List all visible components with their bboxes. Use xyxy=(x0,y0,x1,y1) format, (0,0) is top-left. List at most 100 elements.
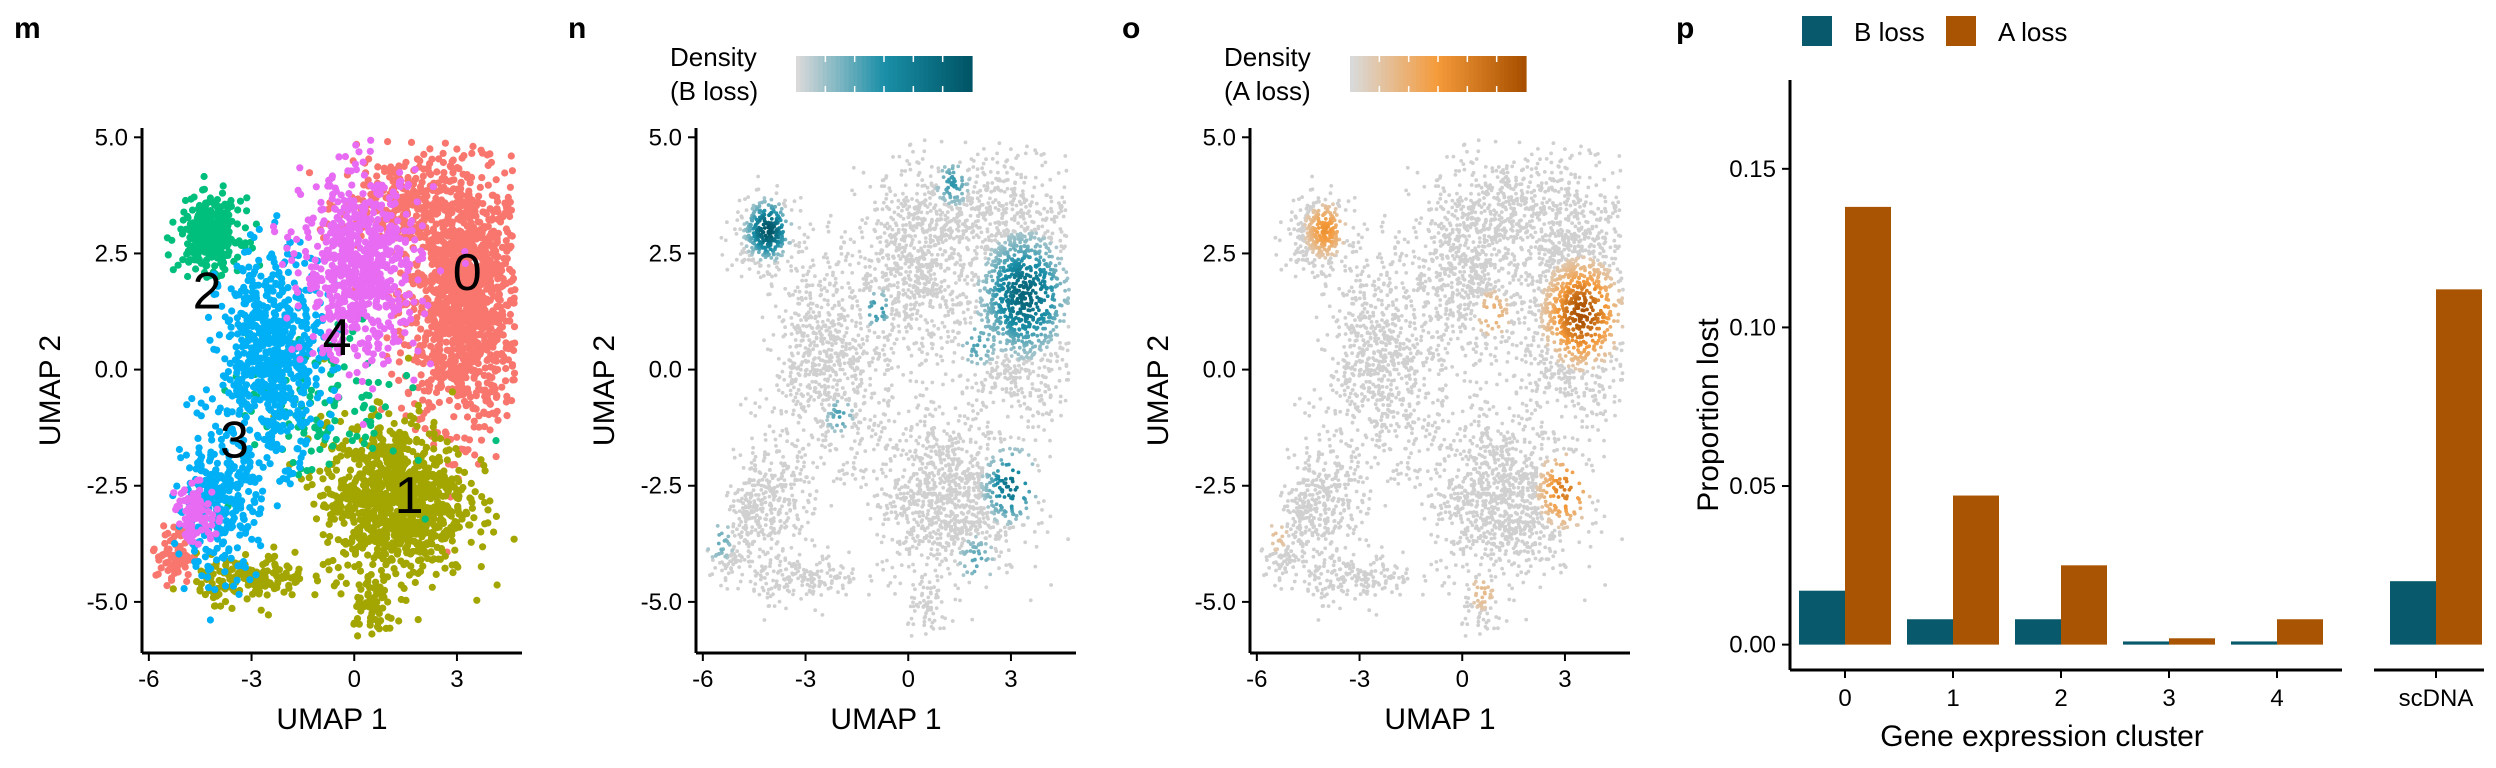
umap-point xyxy=(238,376,245,383)
umap-point xyxy=(418,526,425,533)
umap-point xyxy=(478,174,485,181)
umap-point xyxy=(493,392,500,399)
umap-point xyxy=(263,350,270,357)
umap-point xyxy=(421,274,428,281)
umap-point xyxy=(401,227,408,234)
umap-point xyxy=(480,332,487,339)
umap-point xyxy=(155,571,162,578)
umap-point xyxy=(228,236,235,243)
umap-point xyxy=(181,585,188,592)
umap-point xyxy=(251,398,258,405)
umap-point xyxy=(343,580,350,587)
umap-point xyxy=(206,337,213,344)
umap-point xyxy=(433,305,440,312)
umap-point xyxy=(352,142,359,149)
umap-point xyxy=(309,276,316,283)
umap-point xyxy=(255,590,262,597)
umap-point xyxy=(196,487,203,494)
umap-point xyxy=(511,286,518,293)
umap-point xyxy=(361,221,368,228)
umap-point xyxy=(402,200,409,207)
panel-m-title: m xyxy=(14,12,41,45)
umap-point xyxy=(323,434,330,441)
umap-point xyxy=(396,301,403,308)
umap-point xyxy=(304,228,311,235)
umap-point xyxy=(435,489,442,496)
umap-point xyxy=(321,258,328,265)
umap-point xyxy=(381,516,388,523)
umap-point xyxy=(426,382,433,389)
umap-point xyxy=(326,461,333,468)
umap-point xyxy=(493,176,500,183)
umap-point xyxy=(468,480,475,487)
umap-point xyxy=(245,488,252,495)
umap-point xyxy=(464,353,471,360)
umap-point xyxy=(398,405,405,412)
umap-point xyxy=(210,220,217,227)
umap-point xyxy=(348,182,355,189)
umap-point xyxy=(388,371,395,378)
umap-point xyxy=(238,288,245,295)
umap-point xyxy=(446,219,453,226)
umap-point xyxy=(500,275,507,282)
umap-point xyxy=(259,488,266,495)
umap-point xyxy=(429,584,436,591)
umap-point xyxy=(306,169,313,176)
umap-point xyxy=(202,403,209,410)
umap-point xyxy=(419,298,426,305)
umap-point xyxy=(216,496,223,503)
umap-point xyxy=(288,257,295,264)
umap-point xyxy=(309,350,316,357)
umap-point xyxy=(430,423,437,430)
umap-point xyxy=(487,283,494,290)
umap-point xyxy=(444,438,451,445)
umap-point xyxy=(188,395,195,402)
umap-point xyxy=(318,228,325,235)
umap-point xyxy=(394,338,401,345)
umap-point xyxy=(502,339,509,346)
umap-point xyxy=(435,384,442,391)
umap-point xyxy=(362,434,369,441)
umap-point xyxy=(381,325,388,332)
umap-point xyxy=(237,481,244,488)
umap-point xyxy=(483,343,490,350)
umap-point xyxy=(387,428,394,435)
umap-point xyxy=(334,198,341,205)
umap-point xyxy=(323,239,330,246)
umap-point xyxy=(304,368,311,375)
umap-point xyxy=(414,198,421,205)
umap-point xyxy=(310,284,317,291)
umap-point xyxy=(498,384,505,391)
umap-point xyxy=(193,234,200,241)
umap-point xyxy=(297,356,304,363)
umap-point xyxy=(271,228,278,235)
umap-point xyxy=(259,371,266,378)
umap-point xyxy=(299,319,306,326)
umap-point xyxy=(412,166,419,173)
umap-point xyxy=(417,326,424,333)
umap-point xyxy=(388,615,395,622)
umap-point xyxy=(175,550,182,557)
umap-point xyxy=(233,391,240,398)
umap-point xyxy=(346,215,353,222)
umap-point xyxy=(406,309,413,316)
umap-point xyxy=(284,234,291,241)
umap-point xyxy=(182,522,189,529)
umap-point xyxy=(425,399,432,406)
umap-point xyxy=(220,239,227,246)
umap-point xyxy=(150,547,157,554)
umap-point xyxy=(238,524,245,531)
umap-point xyxy=(193,578,200,585)
umap-point xyxy=(493,351,500,358)
umap-point xyxy=(254,340,261,347)
umap-point xyxy=(374,163,381,170)
umap-point xyxy=(487,205,494,212)
umap-point xyxy=(182,197,189,204)
umap-point xyxy=(233,263,240,270)
umap-point xyxy=(441,565,448,572)
umap-point xyxy=(197,240,204,247)
umap-point xyxy=(195,449,202,456)
umap-point xyxy=(374,216,381,223)
umap-point xyxy=(471,373,478,380)
umap-point xyxy=(347,229,354,236)
